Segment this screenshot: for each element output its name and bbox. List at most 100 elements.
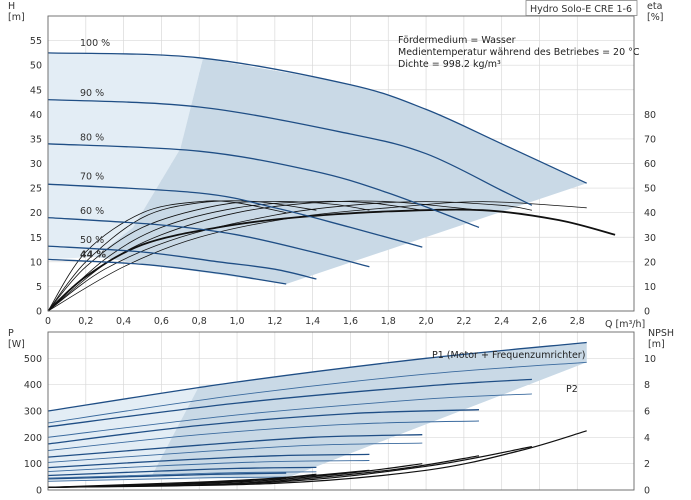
eta-tick-label: 40 bbox=[644, 208, 656, 219]
npsh-tick-label: 6 bbox=[644, 407, 650, 418]
p2-curve bbox=[47, 420, 480, 451]
x-tick-label: 0,6 bbox=[154, 316, 169, 327]
p1-curve bbox=[47, 378, 532, 428]
head-curves bbox=[47, 52, 587, 285]
npsh-curve bbox=[47, 455, 480, 488]
x-tick-label: 1,6 bbox=[343, 316, 358, 327]
top-y-tick-label: 0 bbox=[36, 307, 42, 318]
p2-curve bbox=[47, 442, 423, 463]
efficiency-curve bbox=[47, 201, 532, 312]
eta-tick-label: 30 bbox=[644, 233, 656, 244]
x-tick-label: 0,2 bbox=[78, 316, 93, 327]
bottom-plot-frame bbox=[47, 331, 635, 491]
chart-title: Hydro Solo-E CRE 1-6 bbox=[530, 4, 632, 15]
top-y-tick-label: 40 bbox=[30, 110, 42, 121]
x-tick-label: 0,4 bbox=[116, 316, 131, 327]
p2-curve bbox=[47, 361, 587, 424]
p2-series-label: P2 bbox=[566, 384, 578, 395]
title-box bbox=[525, 0, 638, 16]
speed-label: 100 % bbox=[80, 38, 110, 49]
bottom-operating-area bbox=[48, 342, 587, 481]
top-y-tick-label: 10 bbox=[30, 257, 42, 268]
top-y-tick-label: 45 bbox=[30, 85, 42, 96]
p1-curve bbox=[47, 434, 423, 458]
power-tick-label: 300 bbox=[24, 407, 42, 418]
eta-tick-label: 20 bbox=[644, 257, 656, 268]
eta-tick-label: 60 bbox=[644, 159, 656, 170]
x-tick-label: 2,6 bbox=[532, 316, 547, 327]
top-y-axis-label-h: H [m] bbox=[8, 1, 25, 23]
speed-label: 90 % bbox=[80, 88, 104, 99]
npsh-tick-label: 4 bbox=[644, 433, 650, 444]
p1-curve bbox=[47, 341, 587, 412]
p1-curve bbox=[47, 409, 480, 445]
top-y-tick-label: 50 bbox=[30, 61, 42, 72]
x-tick-label: 2,8 bbox=[570, 316, 585, 327]
p1-series-label: P1 (Motor + Frequenzumrichter) bbox=[432, 350, 585, 361]
power-tick-label: 100 bbox=[24, 459, 42, 470]
p1-curve bbox=[47, 453, 370, 469]
p2-curve bbox=[47, 476, 287, 482]
x-tick-label: 1,4 bbox=[305, 316, 320, 327]
info-line-1: Fördermedium = Wasser bbox=[398, 35, 516, 46]
speed-label: 50 % bbox=[80, 235, 104, 246]
p2-curve bbox=[47, 460, 370, 473]
eta-tick-label: 0 bbox=[644, 307, 650, 318]
eta-tick-label: 50 bbox=[644, 184, 656, 195]
bottom-y-axis-label-p: P [W] bbox=[8, 328, 25, 350]
power-tick-label: 200 bbox=[24, 433, 42, 444]
npsh-tick-label: 2 bbox=[644, 459, 650, 470]
efficiency-curve bbox=[47, 201, 370, 312]
head-curve bbox=[47, 143, 480, 229]
x-tick-label: 1,2 bbox=[267, 316, 282, 327]
plot-frames bbox=[47, 15, 635, 491]
power-tick-label: 500 bbox=[24, 354, 42, 365]
npsh-tick-label: 0 bbox=[644, 486, 650, 497]
info-line-3: Dichte = 998.2 kg/m³ bbox=[398, 59, 501, 70]
head-curve bbox=[47, 245, 317, 280]
bottom-y-axis-label-npsh: NPSH [m] bbox=[648, 328, 674, 350]
x-tick-label: 2,4 bbox=[494, 316, 509, 327]
top-y-tick-label: 15 bbox=[30, 233, 42, 244]
npsh-tick-label: 10 bbox=[644, 354, 656, 365]
npsh-tick-label: 8 bbox=[644, 380, 650, 391]
head-curve bbox=[47, 52, 587, 184]
bottom-area-main bbox=[152, 342, 587, 479]
speed-labels: 100 % 90 % 80 % 70 % 60 % 50 % 44 % bbox=[80, 38, 110, 260]
top-x-axis-label: Q [m³/h] bbox=[605, 319, 645, 330]
speed-label: 60 % bbox=[80, 206, 104, 217]
x-tick-label: 1,0 bbox=[229, 316, 244, 327]
info-line-2: Medientemperatur während des Betriebes =… bbox=[398, 47, 640, 58]
power-tick-label: 0 bbox=[36, 486, 42, 497]
efficiency-curve bbox=[47, 200, 317, 312]
head-curve bbox=[47, 258, 287, 285]
efficiency-curve bbox=[47, 200, 423, 312]
p2-curve bbox=[47, 393, 532, 438]
eta-tick-label: 10 bbox=[644, 282, 656, 293]
speed-label: 80 % bbox=[80, 132, 104, 143]
speed-label: 44 % bbox=[80, 249, 107, 260]
top-operating-area bbox=[48, 52, 587, 284]
p1-curve bbox=[47, 472, 287, 480]
power-curves bbox=[47, 341, 587, 482]
x-tick-label: 0 bbox=[45, 316, 51, 327]
top-y-axis-label-eta: eta [%] bbox=[647, 1, 663, 23]
power-tick-label: 400 bbox=[24, 380, 42, 391]
head-curve bbox=[47, 98, 533, 206]
p2-curve bbox=[47, 471, 317, 479]
p1-curve bbox=[47, 466, 317, 477]
x-tick-label: 2,0 bbox=[419, 316, 434, 327]
tick-labels: 0 0,2 0,4 0,6 0,8 1,0 1,2 1,4 1,6 1,8 2,0 2,2 2,4 2,6… bbox=[24, 36, 656, 496]
head-curve bbox=[47, 183, 423, 248]
npsh-curves bbox=[47, 430, 587, 488]
head-curve bbox=[47, 216, 370, 268]
eta-tick-label: 70 bbox=[644, 134, 656, 145]
top-plot-frame bbox=[47, 15, 635, 312]
top-y-tick-label: 5 bbox=[36, 282, 42, 293]
npsh-curve bbox=[47, 477, 287, 488]
top-y-tick-label: 35 bbox=[30, 134, 42, 145]
x-tick-label: 2,2 bbox=[456, 316, 471, 327]
eta-tick-label: 80 bbox=[644, 110, 656, 121]
top-y-tick-label: 55 bbox=[30, 36, 42, 47]
